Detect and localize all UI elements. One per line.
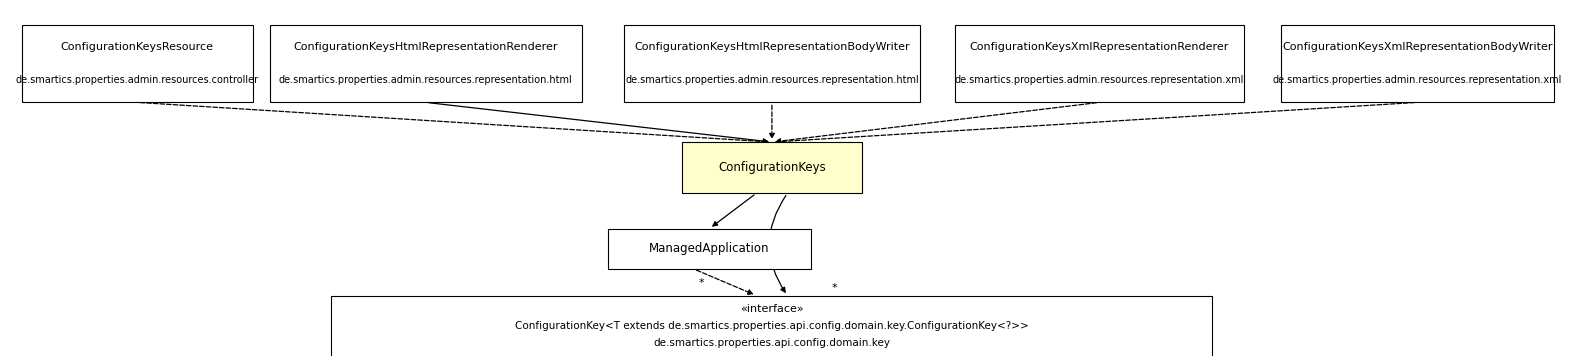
FancyBboxPatch shape xyxy=(1280,25,1555,102)
FancyBboxPatch shape xyxy=(22,25,252,102)
Text: de.smartics.properties.admin.resources.representation.xml: de.smartics.properties.admin.resources.r… xyxy=(954,75,1244,85)
Text: de.smartics.properties.admin.resources.representation.html: de.smartics.properties.admin.resources.r… xyxy=(279,75,573,85)
Text: ConfigurationKeysHtmlRepresentationRenderer: ConfigurationKeysHtmlRepresentationRende… xyxy=(293,42,558,52)
FancyBboxPatch shape xyxy=(624,25,920,102)
Text: ConfigurationKey<T extends de.smartics.properties.api.config.domain.key.Configur: ConfigurationKey<T extends de.smartics.p… xyxy=(515,321,1028,332)
Text: ConfigurationKeysXmlRepresentationBodyWriter: ConfigurationKeysXmlRepresentationBodyWr… xyxy=(1282,42,1553,52)
Text: ConfigurationKeysXmlRepresentationRenderer: ConfigurationKeysXmlRepresentationRender… xyxy=(970,42,1228,52)
Text: de.smartics.properties.api.config.domain.key: de.smartics.properties.api.config.domain… xyxy=(654,338,890,348)
Text: ConfigurationKeysResource: ConfigurationKeysResource xyxy=(61,42,214,52)
FancyBboxPatch shape xyxy=(954,25,1244,102)
Text: de.smartics.properties.admin.resources.representation.xml: de.smartics.properties.admin.resources.r… xyxy=(1273,75,1562,85)
FancyBboxPatch shape xyxy=(331,296,1213,357)
Text: ConfigurationKeysHtmlRepresentationBodyWriter: ConfigurationKeysHtmlRepresentationBodyW… xyxy=(635,42,910,52)
Text: ConfigurationKeys: ConfigurationKeys xyxy=(718,161,825,174)
Text: de.smartics.properties.admin.resources.controller: de.smartics.properties.admin.resources.c… xyxy=(16,75,258,85)
FancyBboxPatch shape xyxy=(608,229,811,269)
Text: ManagedApplication: ManagedApplication xyxy=(649,242,770,255)
FancyBboxPatch shape xyxy=(682,142,862,193)
Text: *: * xyxy=(832,283,836,293)
Text: *: * xyxy=(699,278,704,288)
Text: de.smartics.properties.admin.resources.representation.html: de.smartics.properties.admin.resources.r… xyxy=(625,75,918,85)
Text: «interface»: «interface» xyxy=(740,304,803,314)
FancyBboxPatch shape xyxy=(269,25,581,102)
